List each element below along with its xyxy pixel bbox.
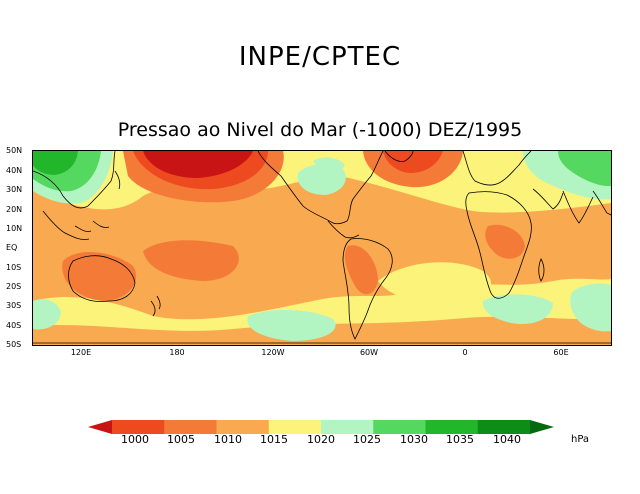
colorbar-segment xyxy=(112,420,165,434)
map-subtitle: Pressao ao Nivel do Mar (-1000) DEZ/1995 xyxy=(117,119,523,141)
high-indian-ocean xyxy=(570,283,611,332)
pressure-map-canvas xyxy=(33,151,611,345)
coast-japan xyxy=(114,170,121,190)
colorbar-segment xyxy=(477,420,531,434)
lat-label-20n: 20N xyxy=(6,205,23,214)
low-iceland-core xyxy=(383,151,443,173)
coast-central-america xyxy=(327,220,360,239)
coast-southeast-asia xyxy=(42,210,110,240)
coast-india xyxy=(562,190,594,224)
coast-europe xyxy=(462,151,532,186)
lat-label-50n: 50N xyxy=(6,146,23,155)
colorbar-label-1020: 1020 xyxy=(307,433,335,446)
colorbar-below-triangle xyxy=(88,420,112,434)
low-africa xyxy=(485,224,525,259)
coast-greenland xyxy=(384,151,414,162)
colorbar-label-1005: 1005 xyxy=(167,433,195,446)
low-central-pacific xyxy=(143,240,239,281)
coast-madagascar xyxy=(538,258,545,282)
colorbar-label-1010: 1010 xyxy=(214,433,242,446)
colorbar-above-triangle xyxy=(530,420,554,434)
pressure-map xyxy=(32,150,612,346)
coastlines xyxy=(33,151,611,344)
coast-asia xyxy=(33,151,116,209)
colorbar-label-1000: 1000 xyxy=(121,433,149,446)
colorbar-label-1040: 1040 xyxy=(493,433,521,446)
main-title: INPE/CPTEC xyxy=(238,42,402,72)
colorbar-label-1025: 1025 xyxy=(353,433,381,446)
lon-label-120w: 120W xyxy=(261,348,285,357)
coast-arabia xyxy=(532,188,564,210)
colorbar-segment xyxy=(373,420,426,434)
lon-label-180: 180 xyxy=(169,348,185,357)
coast-new-zealand xyxy=(150,295,161,317)
colorbar-unit: hPa xyxy=(571,434,590,445)
low-south-america xyxy=(344,245,378,295)
lat-label-30s: 30S xyxy=(6,301,22,310)
yellow-blob-sa-high xyxy=(378,262,492,302)
colorbar-segment xyxy=(216,420,270,434)
lon-label-60w: 60W xyxy=(359,348,379,357)
lon-label-60e: 60E xyxy=(553,348,569,357)
colorbar-segment xyxy=(321,420,374,434)
coast-north-america xyxy=(257,151,384,225)
colorbar-segment xyxy=(425,420,479,434)
lat-label-30n: 30N xyxy=(6,185,23,194)
lon-label-120e: 120E xyxy=(70,348,92,357)
high-south-atlantic xyxy=(482,294,553,325)
lat-label-10s: 10S xyxy=(6,263,22,272)
colorbar-segment xyxy=(268,420,322,434)
lat-label-10n: 10N xyxy=(6,224,23,233)
colorbar-label-1035: 1035 xyxy=(446,433,474,446)
lat-label-eq: EQ xyxy=(6,243,18,252)
low-australia xyxy=(62,251,137,301)
lat-label-50s: 50S xyxy=(6,340,22,349)
colorbar xyxy=(88,420,554,434)
high-east-asia-green xyxy=(558,151,611,187)
high-west-australia xyxy=(33,299,61,330)
high-asia-dark xyxy=(33,151,78,175)
lon-label-0: 0 xyxy=(462,348,468,357)
coast-australia xyxy=(68,255,136,302)
colorbar-label-1030: 1030 xyxy=(400,433,428,446)
high-south-pacific xyxy=(247,309,336,341)
lat-label-20s: 20S xyxy=(6,282,22,291)
coast-africa xyxy=(465,191,532,299)
low-north-pacific-core xyxy=(143,151,253,178)
colorbar-segment xyxy=(164,420,217,434)
coast-south-america xyxy=(342,238,393,340)
lat-label-40n: 40N xyxy=(6,166,23,175)
lat-label-40s: 40S xyxy=(6,321,22,330)
coast-east-asia xyxy=(592,190,611,216)
high-north-atlantic xyxy=(313,157,345,173)
colorbar-label-1015: 1015 xyxy=(260,433,288,446)
